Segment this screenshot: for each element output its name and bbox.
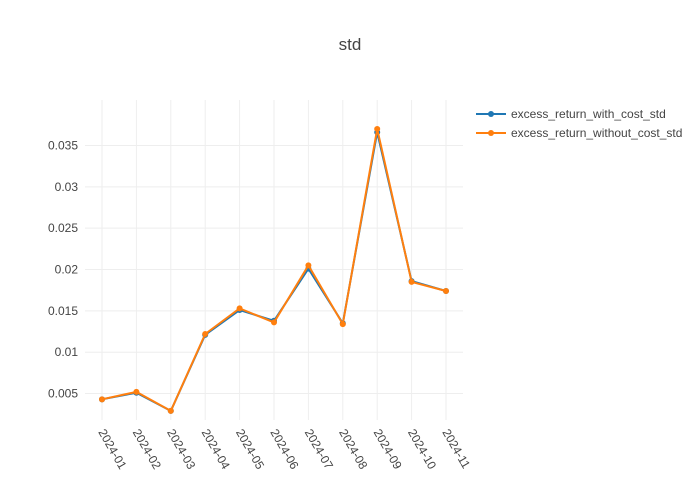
y-tick-label: 0.01 [55,345,79,359]
legend-item[interactable]: excess_return_without_cost_std [476,126,682,140]
y-tick-label: 0.02 [55,263,79,277]
legend-label: excess_return_with_cost_std [511,107,666,121]
data-point[interactable] [443,288,449,295]
x-tick-label: 2024-06 [267,427,301,472]
data-point[interactable] [271,319,277,326]
axis-layer: 2024-01 2024-02 2024-03 2024-04 2024-05 2024-… [48,138,473,471]
series-excess_return_without_cost_std[interactable] [99,125,449,414]
legend[interactable]: excess_return_with_cost_std excess_return… [476,107,682,140]
series-layer [99,125,449,414]
data-point[interactable] [408,278,415,285]
x-tick-label: 2024-09 [371,427,405,472]
legend-label: excess_return_without_cost_std [511,126,682,140]
y-tick-label: 0.015 [48,304,78,318]
y-tick-label: 0.035 [48,138,78,152]
x-tick-label: 2024-11 [439,427,473,472]
y-tick-label: 0.005 [48,387,78,401]
data-point[interactable] [305,262,312,269]
y-tick-label: 0.03 [55,180,79,194]
x-tick-label: 2024-08 [336,427,370,472]
x-tick-label: 2024-10 [405,427,439,472]
chart-title: std [339,35,362,54]
data-point[interactable] [99,396,105,403]
data-point[interactable] [167,407,174,414]
data-point[interactable] [236,305,243,312]
x-tick-label: 2024-07 [302,427,336,472]
x-tick-label: 2024-01 [95,427,129,472]
legend-item[interactable]: excess_return_with_cost_std [476,107,666,121]
x-tick-label: 2024-05 [233,427,267,472]
data-point[interactable] [374,125,381,132]
legend-marker-swatch [488,111,494,117]
x-tick-label: 2024-03 [164,427,198,472]
x-tick-label: 2024-04 [199,427,233,472]
data-point[interactable] [202,331,209,338]
grid-layer [85,100,463,420]
data-point[interactable] [339,321,346,328]
legend-marker-swatch [488,130,494,136]
data-point[interactable] [133,388,140,395]
x-tick-label: 2024-02 [130,427,164,472]
y-tick-label: 0.025 [48,221,78,235]
